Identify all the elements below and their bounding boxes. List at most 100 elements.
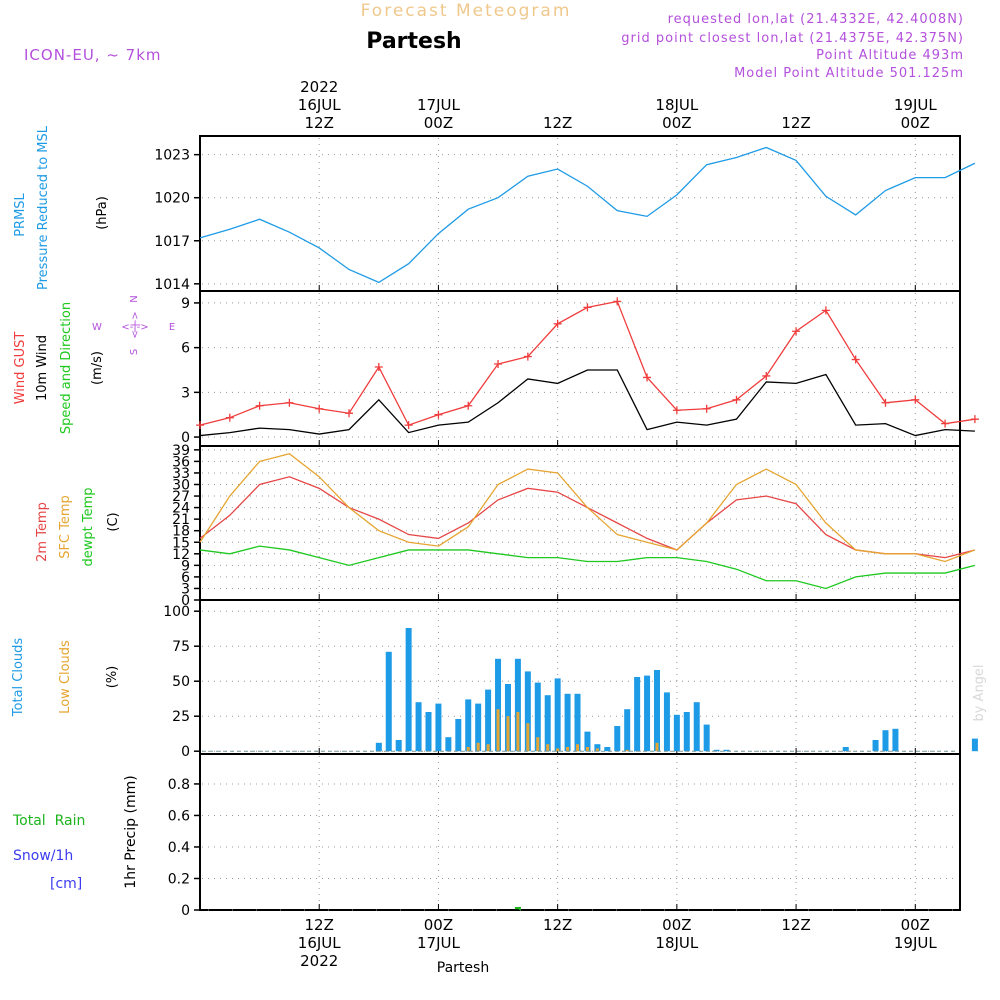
gust-point	[613, 297, 622, 306]
temperature-ytick-label: 36	[172, 454, 190, 470]
time-axis-label: 19JUL	[894, 96, 937, 114]
precip-label-snow: Snow/1h	[13, 848, 73, 864]
compass-arrow-vertical: <-|->	[130, 311, 141, 338]
time-axis-label: 12Z	[781, 916, 810, 934]
gust-point	[285, 398, 294, 407]
clouds-low_clouds-bar	[536, 737, 540, 752]
time-axis-label: 00Z	[662, 114, 691, 132]
time-axis-label: 12Z	[305, 916, 334, 934]
gust-point	[583, 303, 592, 312]
time-axis-label: 12Z	[781, 114, 810, 132]
gust-point	[821, 306, 830, 315]
precip-labels: Total Rain Snow/1h [cm] 1hr Precip (mm)	[12, 775, 139, 892]
clouds-low_clouds-bar	[595, 748, 599, 752]
clouds-total_clouds-bar	[514, 658, 521, 752]
temperature-ytick-label: 15	[172, 535, 190, 551]
temperature-ytick-label: 9	[181, 558, 190, 574]
clouds-low_clouds-bar	[556, 748, 560, 752]
gust-point	[553, 319, 562, 328]
clouds-low_clouds-bar	[566, 747, 570, 752]
info-line-3: Point Altitude 493m	[816, 48, 964, 63]
clouds-total_clouds-bar	[425, 712, 432, 752]
clouds-total_clouds-bar	[663, 692, 670, 752]
clouds-total_clouds-bar	[653, 670, 660, 752]
time-axis-label: 17JUL	[417, 934, 460, 952]
gust-point	[225, 413, 234, 422]
clouds-low_clouds-bar	[466, 747, 470, 752]
temperature-ytick-label: 33	[172, 466, 190, 482]
temperature-labels: 2m Temp SFC Temp dewpt Temp (C)	[35, 487, 121, 566]
clouds-total_clouds-bar	[882, 730, 889, 752]
clouds-low_clouds-bar	[506, 716, 510, 752]
product-title: Forecast Meteogram	[361, 1, 572, 21]
precip-rain-bar	[514, 907, 521, 910]
time-axis-label: 12Z	[543, 916, 572, 934]
compass-south: S	[129, 349, 140, 355]
precip-ytick-label: 0.6	[168, 808, 190, 824]
clouds-total_clouds-bar	[485, 689, 492, 752]
time-axis-label: 18JUL	[655, 96, 698, 114]
clouds-total_clouds-bar	[534, 682, 541, 752]
pressure-label-1: PRMSL	[13, 192, 28, 236]
clouds-total_clouds-bar	[395, 740, 402, 752]
gust-point	[255, 401, 264, 410]
wind-label-3: Speed and Direction	[59, 302, 74, 434]
gust-point	[881, 398, 890, 407]
precip-panel: 0 0.2 0.4 0.6 0.8	[168, 753, 961, 919]
temperature-ytick-label: 3	[181, 581, 190, 597]
gust-point	[315, 404, 324, 413]
clouds-total_clouds-bar	[614, 726, 621, 752]
clouds-total_clouds-bar	[554, 678, 561, 752]
clouds-total_clouds-bar	[475, 703, 482, 752]
time-axis-label: 00Z	[424, 916, 453, 934]
info-line-2: grid point closest lon,lat (21.4375E, 42…	[621, 31, 964, 46]
precip-ytick-label: 0	[181, 903, 190, 919]
credit-watermark: by Angel	[972, 664, 987, 721]
clouds-total_clouds-bar	[693, 702, 700, 752]
clouds-ytick-label: 50	[172, 674, 190, 690]
clouds-low_clouds-bar	[516, 712, 520, 752]
temperature-ytick-label: 0	[181, 593, 190, 609]
compass-east: E	[169, 322, 175, 333]
clouds-total_clouds-bar	[644, 675, 651, 752]
temperature-ytick-label: 6	[181, 570, 190, 586]
clouds-low_clouds-bar	[526, 723, 530, 752]
clouds-low_clouds-bar	[546, 744, 550, 752]
gust-point	[434, 410, 443, 419]
temperature-ytick-label: 27	[172, 489, 190, 505]
clouds-total_clouds-bar	[544, 695, 551, 752]
clouds-total_clouds-bar	[584, 731, 591, 752]
clouds-ytick-label: 25	[172, 709, 190, 725]
gust-point	[672, 406, 681, 415]
temperature-ytick-label: 21	[172, 512, 190, 528]
clouds-low_clouds-bar	[496, 709, 500, 752]
clouds-total_clouds-bar	[574, 693, 581, 752]
wind-label-2: 10m Wind	[35, 335, 50, 401]
time-axis-label: 12Z	[305, 114, 334, 132]
precip-ylabel: 1hr Precip (mm)	[123, 775, 139, 888]
pressure-labels: PRMSL Pressure Reduced to MSL (hPa)	[13, 125, 110, 290]
clouds-total_clouds-bar	[455, 719, 462, 752]
gust-point	[374, 363, 383, 372]
gust-point	[464, 401, 473, 410]
temperature-unit: (C)	[106, 512, 121, 531]
gust-point	[941, 419, 950, 428]
compass-west: W	[92, 322, 102, 333]
time-axis-label: 2022	[300, 78, 338, 96]
clouds-total_clouds-bar	[723, 749, 730, 752]
precip-ytick-label: 0.4	[168, 840, 190, 856]
clouds-total_clouds-bar	[435, 703, 442, 752]
clouds-total_clouds-bar	[624, 709, 631, 752]
wind-label-1: Wind GUST	[13, 332, 28, 405]
precip-ytick-label: 0.8	[168, 777, 190, 793]
info-line-1: requested lon,lat (21.4332E, 42.4008N)	[668, 12, 964, 27]
temperature-label-1: 2m Temp	[35, 502, 50, 562]
clouds-unit: (%)	[105, 666, 120, 689]
footer-location: Partesh	[437, 960, 489, 976]
gust-point	[494, 360, 503, 369]
temperature-tsfc-line	[199, 452, 976, 563]
clouds-total_clouds-bar	[634, 677, 641, 752]
pressure-ytick-label: 1017	[154, 234, 190, 250]
clouds-labels: Total Clouds Low Clouds (%)	[11, 638, 120, 718]
